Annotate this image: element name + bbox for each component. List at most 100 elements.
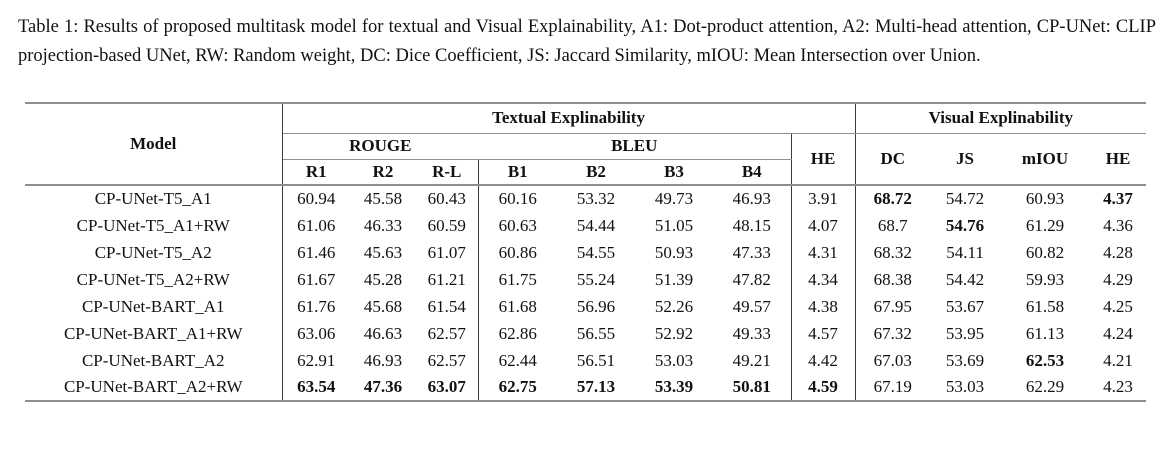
- value-cell: 49.73: [654, 189, 694, 208]
- value-cell: 61.67: [297, 269, 336, 289]
- value-cell: 53.39: [635, 374, 713, 402]
- value-cell: 45.28: [363, 269, 403, 289]
- value-cell: 62.57: [416, 320, 479, 347]
- value-cell: 51.39: [654, 269, 694, 289]
- value-cell: 53.95: [945, 323, 985, 343]
- model-name-cell: CP-UNet-BART_A2+RW: [25, 374, 283, 402]
- value-cell: 4.38: [791, 293, 856, 320]
- value-cell: 61.29: [1025, 215, 1065, 235]
- value-cell: 61.46: [297, 242, 336, 262]
- value-cell: 67.32: [873, 323, 912, 343]
- model-name-cell: CP-UNet-T5_A1+RW: [25, 212, 283, 239]
- value-cell: 62.75: [478, 374, 557, 402]
- value-cell: 4.07: [791, 212, 856, 239]
- col-header-he-textual: HE: [790, 133, 856, 186]
- page: Table 1: Results of proposed multitask m…: [0, 13, 1175, 402]
- value-cell: 61.06: [297, 215, 336, 235]
- value-cell: 45.58: [363, 189, 403, 208]
- col-group-rouge: ROUGE: [282, 133, 478, 160]
- col-header-b3: B3: [635, 159, 713, 186]
- value-cell: 54.42: [945, 269, 985, 289]
- table-row: CP-UNet-T5_A2+RW 61.67 45.28 61.21 61.75…: [25, 266, 1146, 293]
- value-cell: 62.29: [1000, 374, 1091, 402]
- value-cell: 4.24: [1103, 323, 1133, 343]
- value-cell: 54.76: [945, 215, 985, 235]
- value-cell: 60.82: [1025, 242, 1065, 262]
- value-cell: 53.03: [654, 350, 694, 370]
- col-group-bleu: BLEU: [478, 133, 791, 160]
- value-cell: 3.91: [791, 185, 856, 212]
- value-cell: 4.42: [791, 347, 856, 374]
- col-header-he-visual: HE: [1090, 133, 1147, 186]
- value-cell: 49.21: [713, 347, 792, 374]
- header-row-metrics: R1 R2 R-L B1 B2 B3 B4: [25, 159, 1146, 186]
- value-cell: 4.28: [1103, 242, 1133, 262]
- value-cell: 62.53: [1025, 350, 1065, 370]
- model-name-cell: CP-UNet-T5_A2+RW: [25, 266, 283, 293]
- value-cell: 53.32: [576, 189, 616, 208]
- value-cell: 57.13: [557, 374, 635, 402]
- value-cell: 60.16: [498, 189, 537, 208]
- value-cell: 62.91: [297, 350, 336, 370]
- value-cell: 4.34: [791, 266, 856, 293]
- results-table: Model Textual Explinability Visual Expli…: [25, 102, 1147, 402]
- value-cell: 45.68: [363, 296, 403, 316]
- col-header-r1: R1: [282, 159, 350, 186]
- value-cell: 60.63: [498, 215, 537, 235]
- value-cell: 48.15: [713, 212, 792, 239]
- col-header-dc: DC: [855, 133, 931, 186]
- value-cell: 4.25: [1103, 296, 1133, 316]
- value-cell: 68.72: [873, 189, 912, 208]
- value-cell: 62.86: [498, 323, 537, 343]
- value-cell: 61.54: [416, 293, 479, 320]
- value-cell: 67.19: [855, 374, 931, 402]
- value-cell: 60.43: [416, 185, 479, 212]
- value-cell: 49.33: [713, 320, 792, 347]
- model-name-cell: CP-UNet-BART_A2: [25, 347, 283, 374]
- value-cell: 68.7: [877, 215, 908, 235]
- header-row-groups: Model Textual Explinability Visual Expli…: [25, 102, 1147, 186]
- value-cell: 47.33: [713, 239, 792, 266]
- col-header-b1: B1: [478, 159, 557, 186]
- value-cell: 60.94: [297, 189, 336, 208]
- value-cell: 61.75: [498, 269, 537, 289]
- table-header: Model Textual Explinability Visual Expli…: [25, 102, 1147, 186]
- value-cell: 61.13: [1025, 323, 1065, 343]
- value-cell: 68.32: [873, 242, 912, 262]
- value-cell: 53.69: [945, 350, 985, 370]
- value-cell: 56.55: [576, 323, 616, 343]
- value-cell: 52.26: [654, 296, 694, 316]
- value-cell: 53.03: [930, 374, 1001, 402]
- value-cell: 46.93: [363, 350, 403, 370]
- value-cell: 68.38: [873, 269, 912, 289]
- value-cell: 59.93: [1025, 269, 1065, 289]
- value-cell: 67.03: [873, 350, 912, 370]
- table-body: CP-UNet-T5_A1 60.94 45.58 60.43 60.16 53…: [25, 185, 1147, 402]
- value-cell: 61.07: [416, 239, 479, 266]
- value-cell: 52.92: [654, 323, 694, 343]
- table-row: CP-UNet-BART_A1+RW 63.06 46.63 62.57 62.…: [25, 320, 1146, 347]
- value-cell: 60.93: [1025, 189, 1065, 208]
- value-cell: 4.31: [791, 239, 856, 266]
- value-cell: 4.23: [1090, 374, 1147, 402]
- value-cell: 4.37: [1103, 189, 1133, 208]
- table-row: CP-UNet-BART_A2 62.91 46.93 62.57 62.44 …: [25, 347, 1146, 374]
- value-cell: 49.57: [713, 293, 792, 320]
- value-cell: 46.33: [363, 215, 403, 235]
- value-cell: 63.06: [297, 323, 336, 343]
- value-cell: 4.29: [1103, 269, 1133, 289]
- value-cell: 61.21: [416, 266, 479, 293]
- value-cell: 54.11: [946, 242, 984, 262]
- table-row: CP-UNet-BART_A2+RW 63.54 47.36 63.07 62.…: [25, 374, 1147, 402]
- value-cell: 56.51: [576, 350, 616, 370]
- col-header-model: Model: [25, 102, 283, 186]
- col-header-r2: R2: [350, 159, 416, 186]
- value-cell: 62.44: [498, 350, 537, 370]
- col-group-textual-explainability: Textual Explinability: [282, 102, 856, 134]
- value-cell: 63.07: [416, 374, 479, 402]
- value-cell: 46.63: [363, 323, 403, 343]
- value-cell: 47.82: [713, 266, 792, 293]
- value-cell: 62.57: [416, 347, 479, 374]
- table-row: CP-UNet-T5_A1 60.94 45.58 60.43 60.16 53…: [25, 185, 1146, 212]
- value-cell: 54.55: [576, 242, 616, 262]
